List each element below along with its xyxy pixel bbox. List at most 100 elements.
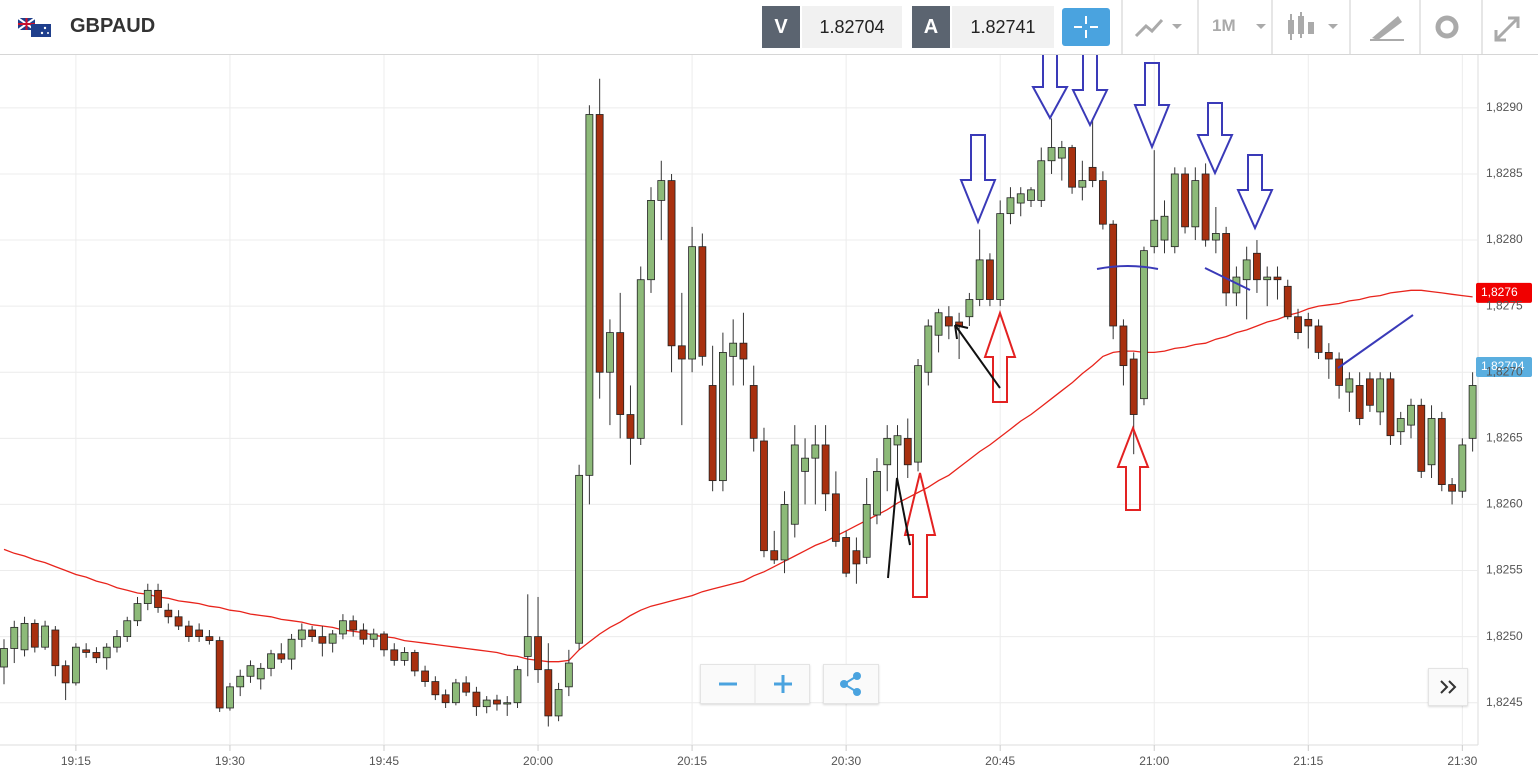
candle-body bbox=[606, 332, 614, 373]
candle-body bbox=[462, 682, 471, 693]
scroll-icon bbox=[1440, 680, 1457, 694]
candle-body bbox=[102, 646, 111, 659]
candle-body bbox=[1047, 147, 1056, 162]
candle-body bbox=[1294, 316, 1302, 333]
candle-body bbox=[1396, 418, 1405, 433]
moving-average bbox=[3, 289, 1473, 663]
down-arrow bbox=[1133, 62, 1171, 150]
candle-body bbox=[1140, 250, 1148, 400]
candle-body bbox=[30, 622, 39, 648]
candle-body bbox=[688, 246, 696, 360]
candle-body bbox=[801, 457, 809, 472]
price-tag bbox=[1476, 282, 1532, 303]
candle-body bbox=[82, 649, 91, 653]
candle-body bbox=[410, 652, 419, 672]
candle-body bbox=[719, 352, 727, 482]
candle-body bbox=[1366, 378, 1374, 406]
candle-body bbox=[1078, 180, 1087, 188]
candle-body bbox=[534, 636, 542, 671]
candle-body bbox=[1324, 352, 1333, 360]
candle-body bbox=[1458, 444, 1467, 492]
candle-body bbox=[267, 653, 275, 669]
candle-body bbox=[657, 180, 666, 201]
candle-body bbox=[369, 633, 378, 640]
candle-body bbox=[811, 444, 820, 459]
candle-body bbox=[1109, 223, 1118, 327]
candle-body bbox=[113, 636, 121, 648]
candle-body bbox=[1427, 418, 1436, 466]
candle-body bbox=[215, 640, 224, 709]
x-tick-label: 20:30 bbox=[831, 754, 861, 768]
candle-body bbox=[246, 665, 255, 677]
candle-body bbox=[1468, 385, 1477, 439]
candle-body bbox=[339, 620, 347, 635]
zoom-controls bbox=[700, 664, 810, 704]
share-button[interactable] bbox=[823, 664, 879, 704]
candle-body bbox=[1345, 378, 1354, 393]
candle-body bbox=[636, 279, 645, 439]
up-arrow bbox=[1116, 425, 1150, 511]
candle-body bbox=[914, 365, 922, 463]
trend-line bbox=[1337, 314, 1414, 369]
candle-body bbox=[780, 504, 789, 561]
up-arrow bbox=[903, 472, 937, 598]
candle-body bbox=[770, 550, 779, 561]
x-tick-label: 21:00 bbox=[1139, 754, 1169, 768]
y-tick-label: 1,8285 bbox=[1486, 166, 1523, 180]
candle-body bbox=[564, 662, 573, 688]
candle-body bbox=[1068, 147, 1076, 188]
toolbar-icons[interactable] bbox=[1120, 0, 1538, 54]
pointer-line bbox=[887, 477, 911, 579]
candle-body bbox=[1181, 173, 1189, 228]
timeframe[interactable]: 1M bbox=[1212, 16, 1236, 35]
trend-line bbox=[1204, 267, 1251, 291]
y-tick-label: 1,8280 bbox=[1486, 232, 1523, 246]
candle-body bbox=[862, 504, 871, 558]
candle-body bbox=[482, 699, 491, 708]
zoom-icons[interactable] bbox=[701, 665, 809, 703]
candle-body bbox=[903, 437, 912, 466]
candle-body bbox=[1088, 166, 1097, 181]
x-tick-label: 19:30 bbox=[215, 754, 245, 768]
candle-body bbox=[544, 669, 553, 717]
candle-body bbox=[1170, 173, 1179, 248]
candle-body bbox=[380, 633, 388, 651]
x-tick-label: 20:15 bbox=[677, 754, 707, 768]
candle-body bbox=[1355, 385, 1364, 419]
candle-body bbox=[143, 589, 152, 604]
candle-body bbox=[513, 669, 522, 704]
x-tick-label: 21:15 bbox=[1293, 754, 1323, 768]
candle-body bbox=[842, 537, 851, 574]
candle-body bbox=[523, 636, 532, 657]
x-tick-label: 20:45 bbox=[985, 754, 1015, 768]
candle-body bbox=[154, 589, 162, 608]
candle-body bbox=[1242, 259, 1251, 281]
candle-body bbox=[739, 342, 748, 360]
pointer-arrow bbox=[954, 324, 1001, 389]
candle-body bbox=[821, 444, 830, 495]
candle-body bbox=[503, 702, 512, 705]
candle-body bbox=[51, 629, 60, 667]
candle-body bbox=[831, 493, 840, 542]
candle-body bbox=[1119, 325, 1128, 367]
candle-body bbox=[205, 636, 214, 641]
candle-body bbox=[1211, 233, 1220, 241]
candle-body bbox=[1191, 180, 1200, 228]
candle-body bbox=[934, 312, 943, 336]
candle-body bbox=[1314, 325, 1323, 353]
chart: 1,8276 1,82704 1,8245 1,8250 1,8255 1,8260 1,8… bbox=[0, 55, 1532, 768]
candle-body bbox=[893, 435, 902, 446]
candle-body bbox=[1006, 197, 1015, 215]
x-tick-label: 20:00 bbox=[523, 754, 553, 768]
ask-price[interactable]: 1.82741 bbox=[952, 6, 1054, 48]
candle-body bbox=[1057, 147, 1066, 159]
candle-body bbox=[1335, 358, 1343, 386]
candle-body bbox=[318, 636, 327, 644]
candle-body bbox=[1160, 215, 1169, 241]
scroll-button[interactable] bbox=[1428, 668, 1468, 706]
crosshair-button[interactable] bbox=[1062, 8, 1110, 46]
x-tick-label: 19:15 bbox=[61, 754, 91, 768]
candle-body bbox=[986, 259, 994, 300]
bid-price[interactable]: 1.82704 bbox=[802, 6, 902, 48]
